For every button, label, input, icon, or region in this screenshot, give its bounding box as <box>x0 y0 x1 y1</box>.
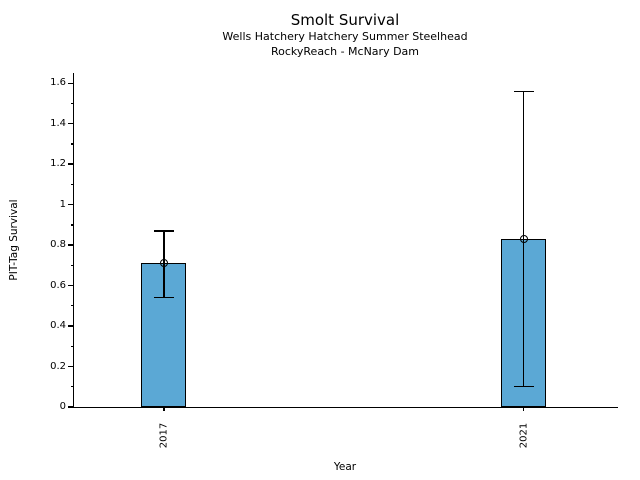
y-tick-label: 1.2 <box>50 158 66 170</box>
error-bar-cap-top <box>153 230 174 232</box>
y-minor-tick <box>70 224 74 226</box>
x-major-tick <box>522 407 525 411</box>
y-minor-tick <box>70 345 74 347</box>
x-tick-label: 2021 <box>518 422 530 449</box>
chart-subtitle-line2: RockyReach - McNary Dam <box>270 45 420 58</box>
y-major-tick <box>68 82 74 84</box>
error-bar-cap-bottom <box>153 296 174 299</box>
error-bar-cap-bottom <box>513 386 534 388</box>
error-bar-cap-top <box>513 90 534 92</box>
y-major-tick <box>68 284 74 287</box>
y-tick-label: 1.6 <box>50 77 66 89</box>
y-minor-tick <box>70 264 74 266</box>
y-tick-label: 0.8 <box>50 239 66 251</box>
y-tick-label: 0 <box>59 401 66 412</box>
y-major-tick <box>68 163 74 165</box>
point-marker-2017 <box>159 259 168 268</box>
y-major-tick <box>68 123 74 125</box>
y-minor-tick <box>70 305 74 307</box>
y-tick-label: 0.6 <box>50 279 66 291</box>
y-axis-label: PIT-Tag Survival <box>8 199 20 281</box>
y-minor-tick <box>70 183 74 186</box>
x-tick-label: 2017 <box>158 422 170 449</box>
x-major-tick <box>163 407 165 411</box>
y-major-tick <box>68 365 74 368</box>
y-minor-tick <box>70 386 74 388</box>
y-tick-label: 1.4 <box>50 117 66 129</box>
y-minor-tick <box>70 102 74 105</box>
y-major-tick <box>68 244 74 246</box>
point-marker-2021 <box>519 234 528 243</box>
y-tick-label: 1 <box>59 198 66 210</box>
chart-title: Smolt Survival <box>290 11 400 29</box>
y-minor-tick <box>70 143 74 145</box>
chart-subtitle-line1: Wells Hatchery Hatchery Summer Steelhead <box>222 30 468 43</box>
y-major-tick <box>68 203 74 206</box>
y-tick-label: 0.4 <box>50 320 66 332</box>
plot-area: 0 0.2 0.4 0.6 0.8 1 1.2 1.4 1.6 2017 2021 <box>50 73 618 448</box>
y-major-tick <box>68 325 74 327</box>
x-axis-label: Year <box>333 461 357 473</box>
y-major-tick <box>68 406 74 408</box>
y-tick-label: 0.2 <box>50 360 66 372</box>
